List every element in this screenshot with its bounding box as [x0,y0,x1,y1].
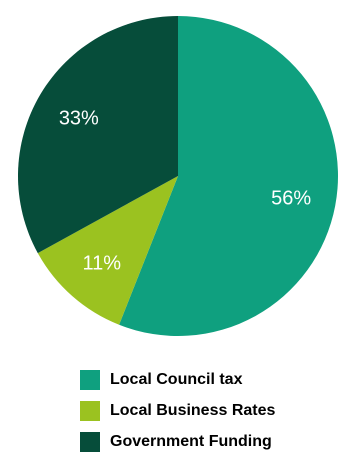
pie-label-local-council-tax: 56% [271,188,311,210]
pie-label-government-funding: 33% [59,107,99,129]
legend-swatch-government-funding [80,432,100,452]
pie-slice-local-business-rates [37,176,179,325]
legend-item-government-funding: Government Funding [80,432,340,452]
legend-label-local-business-rates: Local Business Rates [110,402,276,419]
legend-label-government-funding: Government Funding [110,433,272,450]
legend-item-local-council-tax: Local Council tax [80,370,340,390]
legend-swatch-local-council-tax [80,370,100,390]
pie-label-local-business-rates: 11% [83,252,122,274]
legend-item-local-business-rates: Local Business Rates [80,401,340,421]
pie-chart-canvas: 56% 11% 33% [18,16,338,336]
pie-slice-local-council-tax [119,16,338,336]
pie-slice-government-funding [18,16,179,254]
legend-swatch-local-business-rates [80,401,100,421]
legend-label-local-council-tax: Local Council tax [110,371,243,388]
